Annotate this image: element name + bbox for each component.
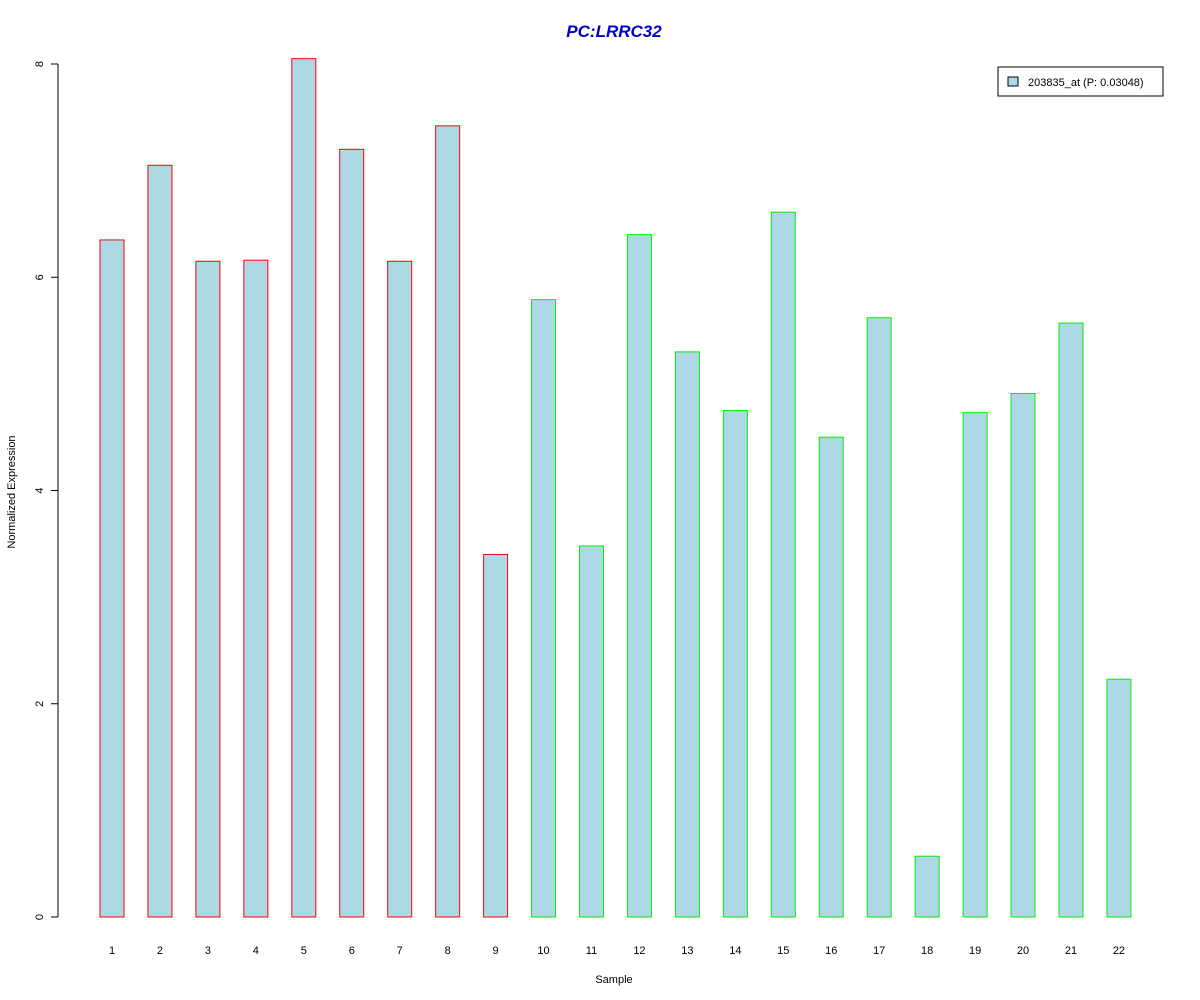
x-axis-label: Sample <box>595 974 632 986</box>
y-tick-label: 2 <box>34 701 46 707</box>
x-tick-labels: 1 2 3 4 5 6 7 8 9 10 11 12 13 14 15 16 17 18 19 20 21 22 <box>109 945 1125 957</box>
x-tick-label: 17 <box>873 945 885 957</box>
bar-sample-14 <box>722 410 748 918</box>
bar-sample-11 <box>579 545 604 918</box>
x-tick-label: 19 <box>969 945 981 957</box>
bars <box>99 58 1132 918</box>
bar-sample-8 <box>435 125 461 918</box>
x-tick-label: 16 <box>825 945 837 957</box>
x-tick-label: 12 <box>633 945 645 957</box>
x-tick-label: 14 <box>729 945 741 957</box>
bar-sample-16 <box>818 436 844 918</box>
x-tick-label: 9 <box>493 945 499 957</box>
bar-sample-1 <box>99 239 125 918</box>
x-tick-label: 22 <box>1113 945 1125 957</box>
x-tick-label: 1 <box>109 945 115 957</box>
x-tick-label: 10 <box>537 945 549 957</box>
chart-title: PC:LRRC32 <box>566 22 662 41</box>
bar-sample-3 <box>195 260 221 918</box>
x-tick-label: 4 <box>253 945 259 957</box>
bar-sample-4 <box>243 259 269 918</box>
legend: 203835_at (P: 0.03048) <box>997 66 1164 97</box>
legend-swatch <box>1007 76 1019 87</box>
bar-sample-2 <box>147 164 173 918</box>
y-tick-label: 4 <box>34 487 46 493</box>
bar-sample-15 <box>770 211 796 918</box>
x-tick-label: 21 <box>1065 945 1077 957</box>
bar-sample-18 <box>914 855 940 918</box>
bar-sample-20 <box>1010 392 1036 918</box>
bar-sample-5 <box>291 58 317 918</box>
x-tick-label: 3 <box>205 945 211 957</box>
legend-label: 203835_at (P: 0.03048) <box>1028 77 1144 89</box>
x-tick-label: 8 <box>445 945 451 957</box>
x-tick-label: 2 <box>157 945 163 957</box>
y-tick-label: 6 <box>34 274 46 280</box>
bar-sample-13 <box>674 351 700 918</box>
x-tick-label: 20 <box>1017 945 1029 957</box>
bar-sample-7 <box>387 260 413 918</box>
bar-sample-21 <box>1058 322 1084 918</box>
bar-sample-19 <box>962 412 988 918</box>
x-tick-label: 5 <box>301 945 307 957</box>
bar-sample-9 <box>483 553 509 918</box>
y-tick-label: 0 <box>34 914 46 920</box>
bar-sample-17 <box>866 317 892 918</box>
y-axis-label: Normalized Expression <box>6 435 18 548</box>
bar-sample-6 <box>339 148 365 918</box>
bar-sample-10 <box>531 299 557 918</box>
bar-sample-12 <box>626 234 652 918</box>
legend-box <box>997 66 1164 97</box>
x-tick-label: 13 <box>681 945 693 957</box>
bar-sample-22 <box>1106 678 1132 918</box>
x-tick-label: 7 <box>397 945 403 957</box>
x-tick-label: 18 <box>921 945 933 957</box>
y-axis: 0 2 4 6 8 <box>34 61 59 920</box>
x-tick-label: 6 <box>349 945 355 957</box>
x-tick-label: 11 <box>586 945 597 957</box>
x-tick-label: 15 <box>777 945 789 957</box>
y-tick-label: 8 <box>34 61 46 67</box>
